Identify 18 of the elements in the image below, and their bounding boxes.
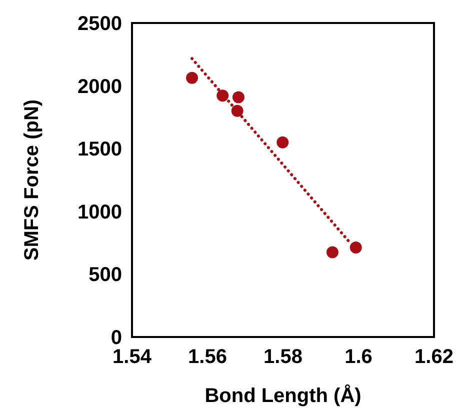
y-tick-label: 2000 — [78, 76, 122, 98]
y-tick-label: 0 — [110, 327, 122, 349]
y-tick-label: 1500 — [78, 138, 122, 161]
y-tick-label: 1000 — [78, 201, 122, 224]
x-tick-label: 1.54 — [112, 346, 152, 368]
point — [186, 72, 198, 84]
x-tick-label: 1.62 — [414, 346, 454, 368]
point — [276, 136, 289, 148]
y-tick-label: 500 — [88, 264, 122, 286]
x-tick-label: 1.56 — [188, 346, 227, 368]
point — [326, 246, 338, 258]
x-tick-label: 1.58 — [264, 346, 302, 368]
point — [350, 241, 362, 254]
x-tick-label: 1.6 — [344, 346, 372, 368]
x-axis-title: Bond Length (Å) — [204, 384, 362, 407]
y-tick-label: 2500 — [78, 13, 122, 35]
y-axis-title: SMFS Force (pN) — [21, 99, 43, 261]
point — [232, 91, 244, 104]
